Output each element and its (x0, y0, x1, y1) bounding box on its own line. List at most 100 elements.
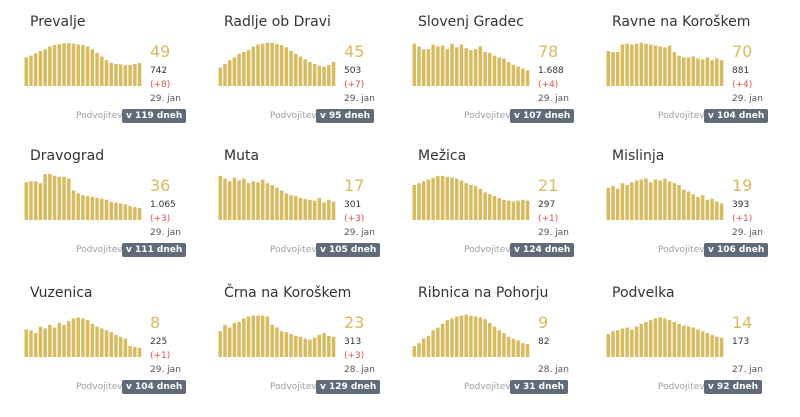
sparkline-bar (133, 346, 137, 357)
sparkline-bar (118, 336, 123, 357)
municipality-card[interactable]: Mislinja 19 393 (+1) 29. jan Podvojitev v 106 … (606, 148, 786, 278)
sparkline-bar (275, 44, 279, 86)
sparkline-bar (440, 45, 445, 86)
sparkline-bar (114, 202, 118, 220)
municipality-card[interactable]: Črna na Koroškem 23 313 (+3) 28. jan Podvojit… (218, 285, 398, 415)
sparkline-bar (691, 194, 695, 220)
sparkline-bar (294, 196, 298, 220)
sparkline-bar (284, 47, 289, 86)
sparkline-bar (710, 334, 714, 357)
sparkline-bar (658, 180, 662, 220)
doubling-label: Podvojitev (270, 111, 317, 121)
active-cases-value: 70 (732, 42, 753, 61)
sparkline-bar (473, 185, 478, 220)
sparkline-bar (38, 326, 43, 357)
sparkline-bar (667, 181, 672, 220)
total-cases-value: 173 (732, 337, 750, 347)
sparkline-bar (38, 183, 43, 220)
sparkline-bar (648, 182, 653, 220)
sparkline-bar (317, 334, 322, 357)
sparkline-bar (251, 181, 256, 220)
municipality-card[interactable]: Radlje ob Dravi 45 503 (+7) 29. jan Podvojite… (218, 14, 398, 144)
municipality-card[interactable]: Prevalje 49 742 (+8) 29. jan Podvojitev v 119 … (24, 14, 204, 144)
sparkline-bar (331, 62, 336, 86)
sparkline-bar (133, 63, 137, 86)
sparkline-bar (620, 328, 625, 357)
municipality-name: Prevalje (30, 14, 86, 30)
sparkline-bar (483, 51, 487, 86)
sparkline-bar (270, 324, 274, 357)
sparkline-bar (620, 44, 625, 86)
sparkline-bar (611, 51, 615, 86)
sparkline-bar (29, 330, 33, 357)
sparkline-bar (497, 330, 501, 357)
sparkline-bar (327, 199, 331, 220)
active-cases-sparkline (412, 314, 530, 357)
sparkline-bar (682, 325, 686, 357)
sparkline-bar (118, 203, 123, 220)
sparkline-bar (630, 182, 634, 220)
sparkline-bar (672, 322, 677, 357)
sparkline-bar (223, 63, 227, 86)
doubling-time-badge: v 104 dneh (122, 380, 187, 394)
sparkline-bar (275, 187, 279, 220)
last-update-date: 28. jan (538, 365, 569, 375)
sparkline-bar (260, 179, 265, 220)
municipality-card[interactable]: Ribnica na Pohorju 9 82 28. jan Podvojitev v … (412, 285, 592, 415)
municipality-card[interactable]: Podvelka 14 173 27. jan Podvojitev v 92 dneh (606, 285, 786, 415)
sparkline-bar (473, 316, 478, 357)
sparkline-bar (66, 43, 71, 86)
sparkline-bar (488, 52, 492, 86)
sparkline-bar (644, 178, 648, 220)
sparkline-bar (90, 49, 95, 86)
sparkline-bar (454, 316, 459, 357)
sparkline-bar (109, 332, 113, 357)
sparkline-bar (128, 206, 132, 220)
sparkline-bar (700, 59, 705, 86)
sparkline-bar (81, 318, 85, 357)
active-cases-value: 21 (538, 176, 559, 195)
sparkline-bar (218, 67, 223, 86)
sparkline-bar (667, 45, 672, 86)
sparkline-bar (242, 51, 246, 86)
sparkline-bar (322, 333, 326, 357)
sparkline-bar (696, 197, 700, 220)
sparkline-bar (256, 44, 260, 86)
sparkline-bar (85, 196, 90, 220)
municipality-card[interactable]: Vuzenica 8 225 (+1) 29. jan Podvojitev v 104 d… (24, 285, 204, 415)
sparkline-bar (502, 199, 506, 220)
sparkline-bar (421, 338, 426, 357)
sparkline-bar (691, 327, 695, 357)
sparkline-bar (308, 199, 312, 220)
sparkline-bar (412, 43, 417, 86)
municipality-card[interactable]: Dravograd 36 1.065 (+3) 29. jan Podvojitev v 1… (24, 148, 204, 278)
doubling-label: Podvojitev (464, 245, 511, 255)
last-update-date: 29. jan (732, 94, 763, 104)
sparkline-bar (265, 42, 270, 86)
total-cases-value: 881 (732, 66, 750, 76)
sparkline-bar (81, 195, 85, 220)
municipality-card[interactable]: Slovenj Gradec 78 1.688 (+4) 29. jan Podvojit… (412, 14, 592, 144)
sparkline-bar (615, 330, 620, 357)
sparkline-bar (663, 318, 667, 357)
sparkline-bar (630, 44, 634, 86)
last-update-date: 29. jan (150, 365, 181, 375)
municipality-card[interactable]: Mežica 21 297 (+1) 29. jan Podvojitev v 124 dn… (412, 148, 592, 278)
sparkline-bar (128, 345, 132, 357)
municipality-name: Slovenj Gradec (418, 14, 524, 30)
sparkline-bar (48, 174, 52, 220)
sparkline-bar (223, 178, 227, 220)
sparkline-bar (469, 50, 473, 86)
sparkline-bar (473, 49, 478, 86)
last-update-date: 29. jan (538, 228, 569, 238)
sparkline-bar (719, 337, 724, 357)
municipality-name: Mežica (418, 148, 467, 164)
sparkline-bar (109, 201, 113, 220)
municipality-card[interactable]: Ravne na Koroškem 70 881 (+4) 29. jan Podvoji… (606, 14, 786, 144)
sparkline-bar (421, 181, 426, 220)
sparkline-bar (521, 343, 525, 357)
sparkline-bar (459, 180, 464, 220)
sparkline-bar (327, 64, 331, 86)
municipality-card[interactable]: Muta 17 301 (+3) 29. jan Podvojitev v 105 dneh (218, 148, 398, 278)
sparkline-bar (298, 336, 303, 357)
